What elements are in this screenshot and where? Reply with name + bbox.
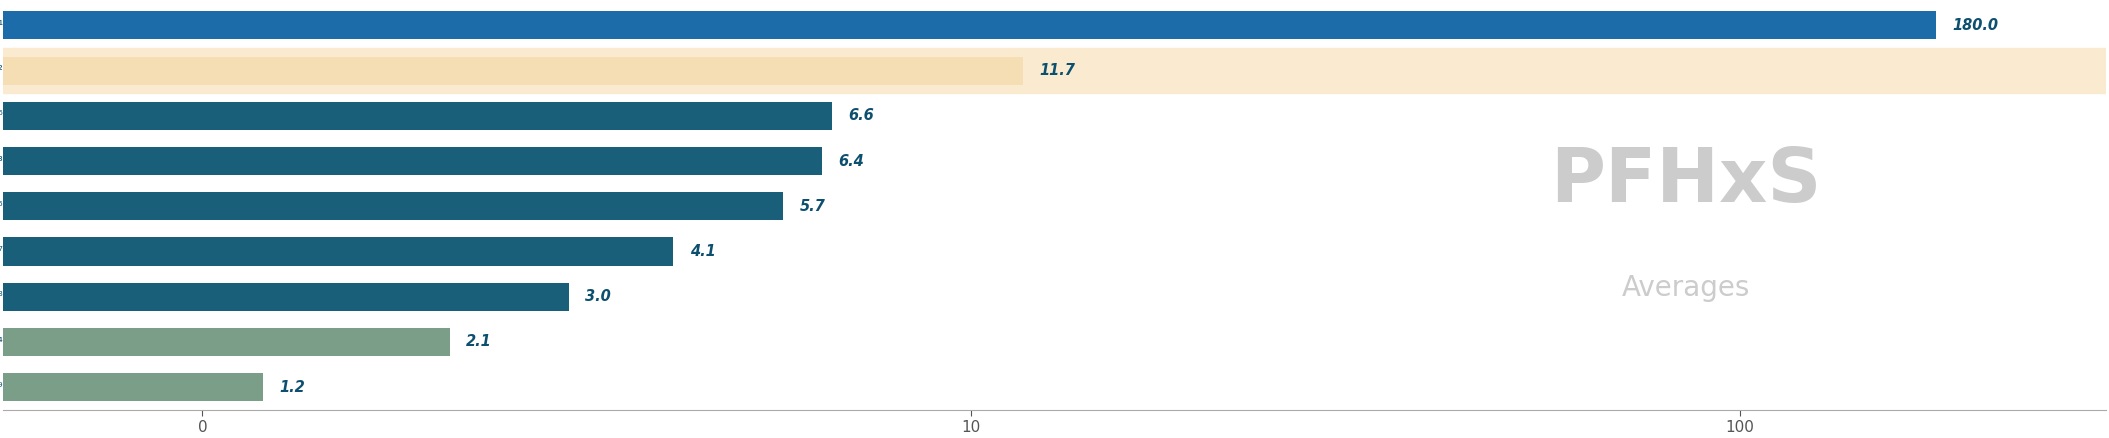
Text: (ATSDR, 2010) ³: (ATSDR, 2010) ³	[0, 155, 2, 168]
Bar	[0, 11, 1936, 39]
Text: 1.2: 1.2	[280, 380, 306, 395]
Text: Averages: Averages	[1622, 274, 1750, 302]
Bar	[0, 147, 823, 175]
Text: (PA DOH, 2018) ⁶: (PA DOH, 2018) ⁶	[0, 110, 2, 122]
Text: 3.0: 3.0	[586, 289, 612, 304]
Bar	[0, 57, 1023, 85]
Bar	[0, 237, 673, 265]
Text: 2.1: 2.1	[466, 335, 491, 350]
Text: (NHANES, 1999/2000) ⁴: (NHANES, 1999/2000) ⁴	[0, 336, 2, 349]
Bar	[0, 373, 264, 401]
Bar	[0, 283, 569, 311]
Text: (NHANES, 2015/2016) ⁹: (NHANES, 2015/2016) ⁹	[0, 381, 2, 394]
Bar	[2, 48, 2107, 93]
Bar	[0, 102, 833, 130]
Text: (NYDOH, 2018) ⁸: (NYDOH, 2018) ⁸	[0, 290, 2, 303]
Text: 4.1: 4.1	[690, 244, 715, 259]
Text: (ATSDR, 2020) ²: (ATSDR, 2020) ²	[0, 64, 2, 77]
Text: (NH DHHS, 2015) ⁷: (NH DHHS, 2015) ⁷	[0, 245, 2, 258]
Bar	[0, 328, 449, 356]
Text: 11.7: 11.7	[1040, 63, 1076, 78]
Text: (2003) ¹: (2003) ¹	[0, 19, 2, 32]
Text: 180.0: 180.0	[1953, 18, 1997, 33]
Text: 6.4: 6.4	[837, 154, 865, 169]
Text: 6.6: 6.6	[848, 108, 875, 124]
Bar	[0, 192, 782, 220]
Text: PFHxS: PFHxS	[1550, 145, 1822, 219]
Text: 5.7: 5.7	[799, 199, 825, 214]
Text: (C8 Health Project, 2005/2006) ⁵: (C8 Health Project, 2005/2006) ⁵	[0, 200, 2, 213]
